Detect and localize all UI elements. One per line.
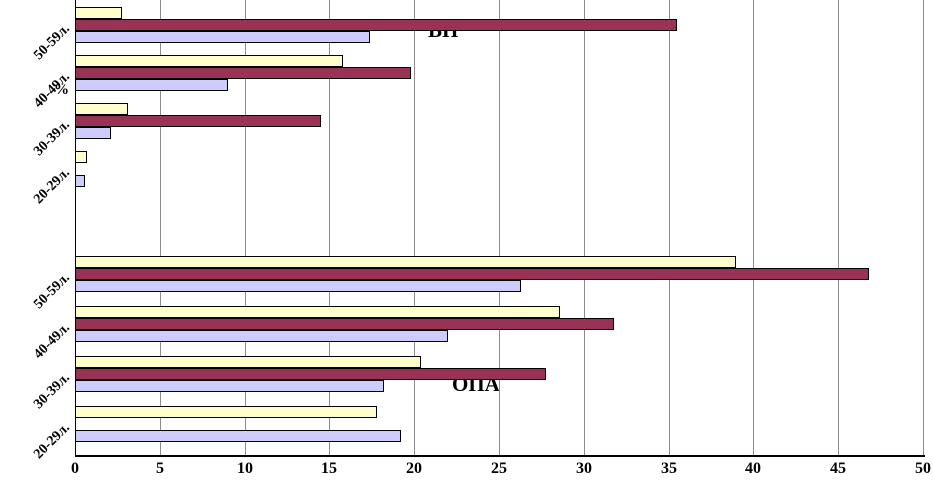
category-label: 20-29л. (31, 420, 73, 463)
x-tick-label: 35 (661, 460, 677, 477)
bar-lavender-ВП-30-39л. (75, 127, 111, 139)
x-tick-label: 40 (745, 460, 761, 477)
y-axis-line (75, 0, 76, 455)
bar-lavender-ОПА-30-39л. (75, 380, 384, 392)
gridline (923, 0, 924, 455)
bar-yellow-ВП-50-59л. (75, 7, 122, 19)
bar-lavender-ОПА-20-29л. (75, 430, 401, 442)
bar-yellow-ОПА-40-49л. (75, 306, 560, 318)
x-tick-label: 50 (915, 460, 931, 477)
bar-maroon-ОПА-30-39л. (75, 368, 546, 380)
bar-maroon-ОПА-50-59л. (75, 268, 869, 280)
x-tick-label: 10 (237, 460, 253, 477)
gridline (414, 0, 415, 455)
bar-yellow-ВП-30-39л. (75, 103, 128, 115)
x-tick-label: 15 (321, 460, 337, 477)
gridline (329, 0, 330, 455)
x-tick-label: 30 (576, 460, 592, 477)
bar-yellow-ОПА-50-59л. (75, 256, 736, 268)
bar-lavender-ОПА-40-49л. (75, 330, 448, 342)
x-tick-label: 45 (830, 460, 846, 477)
x-tick-label: 25 (491, 460, 507, 477)
x-tick-label: 5 (156, 460, 164, 477)
category-label: 50-59л. (31, 270, 73, 313)
gridline (753, 0, 754, 455)
bar-yellow-ОПА-20-29л. (75, 406, 377, 418)
x-tick-label: 0 (71, 460, 79, 477)
category-label: 30-39л. (31, 370, 73, 413)
bar-maroon-ВП-50-59л. (75, 19, 677, 31)
bar-maroon-ВП-30-39л. (75, 115, 321, 127)
bar-yellow-ОПА-30-39л. (75, 356, 421, 368)
bar-lavender-ВП-20-29л. (75, 175, 85, 187)
bar-maroon-ОПА-40-49л. (75, 318, 614, 330)
bar-lavender-ВП-50-59л. (75, 31, 370, 43)
gridline (838, 0, 839, 455)
y-axis-unit-label: % (54, 82, 69, 98)
x-tick-label: 20 (406, 460, 422, 477)
bar-maroon-ВП-40-49л. (75, 67, 411, 79)
gridline (245, 0, 246, 455)
category-label: 40-49л. (31, 320, 73, 363)
gridline (669, 0, 670, 455)
bar-yellow-ВП-20-29л. (75, 151, 87, 163)
x-axis-line (75, 455, 925, 457)
bar-lavender-ВП-40-49л. (75, 79, 228, 91)
gridline (160, 0, 161, 455)
bar-lavender-ОПА-50-59л. (75, 280, 521, 292)
gridline (499, 0, 500, 455)
gridline (584, 0, 585, 455)
bar-yellow-ВП-40-49л. (75, 55, 343, 67)
